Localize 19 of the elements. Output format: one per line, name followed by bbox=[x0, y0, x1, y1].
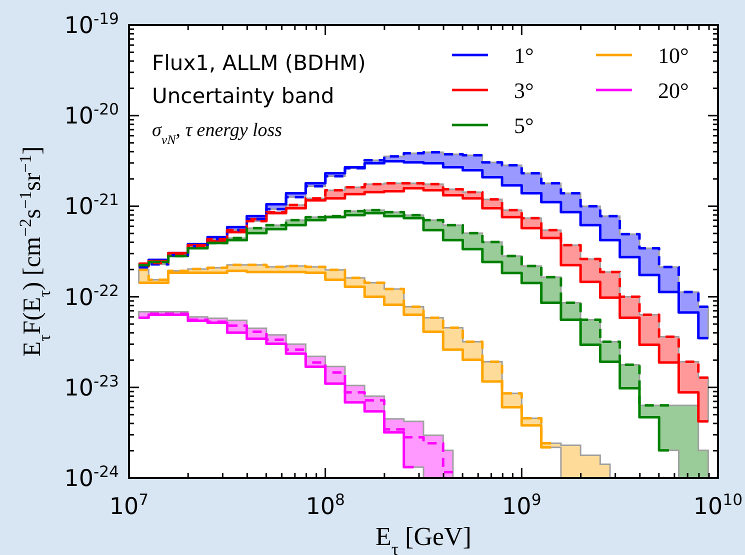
legend-label: 3° bbox=[514, 78, 534, 103]
y-tick-label: 10$^{-22}$ bbox=[64, 280, 119, 311]
y-tick-label: 10$^{-20}$ bbox=[64, 99, 119, 130]
x-tick-label: 10$^{9}$ bbox=[502, 490, 542, 520]
x-axis-title: E$_{τ}$ [GeV] bbox=[376, 522, 472, 555]
y-tick-label: 10$^{-19}$ bbox=[64, 8, 119, 39]
legend-label: 20° bbox=[658, 78, 689, 103]
y-tick-label: 10$^{-24}$ bbox=[64, 462, 120, 492]
x-tick-label: 10$^{7}$ bbox=[109, 490, 149, 520]
annotation: σ$_{νN}$, τ energy loss bbox=[152, 120, 282, 146]
x-tick-label: 10$^{8}$ bbox=[306, 490, 345, 520]
legend-label: 1° bbox=[514, 43, 534, 68]
legend-label: 10° bbox=[658, 43, 689, 68]
y-tick-label: 10$^{-21}$ bbox=[64, 190, 119, 220]
y-tick-label: 10$^{-23}$ bbox=[64, 370, 119, 402]
annotation: Uncertainty band bbox=[152, 84, 334, 108]
annotation: Flux1, ALLM (BDHM) bbox=[152, 51, 366, 75]
legend-label: 5° bbox=[514, 113, 534, 138]
x-tick-label: 10$^{10}$ bbox=[693, 490, 743, 520]
